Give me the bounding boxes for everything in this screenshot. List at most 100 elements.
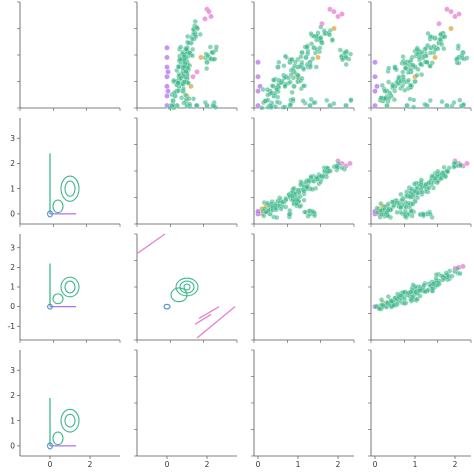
scatter-point-green: [279, 199, 285, 205]
scatter-point-green: [307, 63, 313, 69]
scatter-point-green: [282, 75, 288, 81]
scatter-point-pink: [190, 73, 196, 80]
scatter-point-green: [451, 164, 457, 170]
scatter-point-green: [307, 102, 313, 109]
scatter-point-green: [429, 173, 435, 179]
scatter-point-green: [422, 46, 428, 52]
scatter-point-purple: [374, 83, 380, 90]
scatter-point-green: [401, 77, 407, 83]
y-tick-label: 0: [10, 302, 15, 311]
scatter-point-pink: [194, 69, 200, 75]
scatter-point-green: [193, 102, 199, 108]
scatter-point-green: [318, 24, 324, 30]
panel-r3-c2: 0 1 2: [251, 349, 354, 469]
scatter-point-green: [379, 297, 385, 303]
scatter-point-pink: [464, 160, 470, 167]
scatter-point-green: [392, 65, 398, 71]
scatter-point-green: [301, 197, 307, 203]
scatter-point-pink: [335, 13, 341, 20]
scatter-point-pink: [448, 8, 454, 15]
scatter-point-purple: [372, 88, 378, 94]
scatter-point-green: [415, 195, 421, 201]
scatter-point-green: [301, 188, 307, 194]
scatter-point-green: [374, 205, 380, 211]
scatter-point-green: [189, 53, 195, 59]
scatter-point-green: [398, 191, 404, 197]
scatter-point-green: [457, 97, 463, 103]
scatter-point-green: [426, 185, 432, 191]
scatter-point-green: [385, 207, 391, 213]
scatter-point-green: [421, 282, 427, 288]
panel-r1-c2: [251, 117, 355, 227]
scatter-point-green: [394, 209, 400, 215]
scatter-point-green: [391, 302, 397, 308]
scatter-point-green: [326, 168, 332, 174]
panel-r2-c2: [251, 233, 355, 343]
scatter-point-green: [409, 186, 415, 192]
scatter-point-green: [441, 46, 447, 52]
scatter-point-green: [424, 59, 430, 65]
scatter-point-green: [409, 213, 415, 219]
scatter-point-green: [333, 163, 339, 169]
scatter-point-green: [443, 270, 449, 276]
scatter-point-green: [386, 65, 392, 71]
scatter-point-pink: [206, 8, 212, 15]
scatter-point-green: [282, 83, 288, 89]
scatter-point-green: [402, 65, 408, 71]
scatter-point-purple: [255, 102, 261, 109]
scatter-point-green: [417, 287, 423, 294]
scatter-point-green: [405, 77, 412, 83]
scatter-point-green: [288, 72, 294, 78]
kde-line-pink: [196, 306, 236, 339]
scatter-point-green: [411, 97, 417, 103]
scatter-point-green: [444, 102, 450, 109]
scatter-point-green: [320, 173, 326, 179]
scatter-point-green: [429, 60, 435, 66]
scatter-point-green: [418, 177, 424, 183]
scatter-point-pink: [460, 263, 466, 270]
scatter-point-pink: [202, 16, 208, 22]
scatter-point-green: [185, 80, 192, 86]
scatter-point-purple: [164, 73, 170, 80]
scatter-point-green: [343, 102, 349, 109]
scatter-point-green: [440, 172, 446, 178]
scatter-point-green: [449, 273, 455, 279]
scatter-point-green: [432, 46, 438, 53]
scatter-point-green: [170, 98, 176, 104]
scatter-point-green: [348, 97, 354, 103]
scatter-point-green: [295, 72, 301, 78]
y-tick-label: 3: [10, 134, 15, 143]
scatter-point-green: [178, 75, 184, 81]
scatter-point-green: [269, 204, 275, 210]
scatter-point-green: [175, 80, 181, 86]
scatter-point-green: [265, 92, 271, 98]
scatter-point-green: [288, 101, 294, 107]
kde-contour-green: [60, 276, 80, 298]
scatter-point-green: [343, 61, 349, 67]
scatter-point-green: [207, 44, 213, 50]
scatter-point-green: [183, 46, 189, 52]
scatter-point-purple: [255, 208, 261, 215]
scatter-point-green: [181, 100, 187, 106]
panel-r2-c3: [368, 233, 472, 343]
scatter-point-green: [321, 28, 327, 34]
kde-contour-green: [52, 199, 64, 214]
scatter-point-green: [292, 63, 298, 69]
scatter-point-pink: [331, 8, 337, 15]
scatter-point-green: [439, 42, 445, 48]
scatter-point-purple: [164, 64, 170, 70]
scatter-point-green: [327, 32, 333, 38]
kde-contour-green: [64, 280, 76, 294]
scatter-point-green: [194, 24, 200, 30]
scatter-point-green: [389, 199, 396, 205]
x-tick-label: 0: [256, 460, 261, 469]
panel-r3-c3: 0 1 2: [368, 349, 471, 469]
scatter-point-green: [171, 90, 177, 96]
scatter-point-green: [286, 211, 292, 217]
scatter-point-green: [410, 201, 416, 207]
scatter-point-green: [390, 83, 396, 89]
panel-r0-c0: [17, 1, 121, 111]
panel-r1-c1: [134, 117, 238, 227]
scatter-point-green: [211, 56, 217, 62]
